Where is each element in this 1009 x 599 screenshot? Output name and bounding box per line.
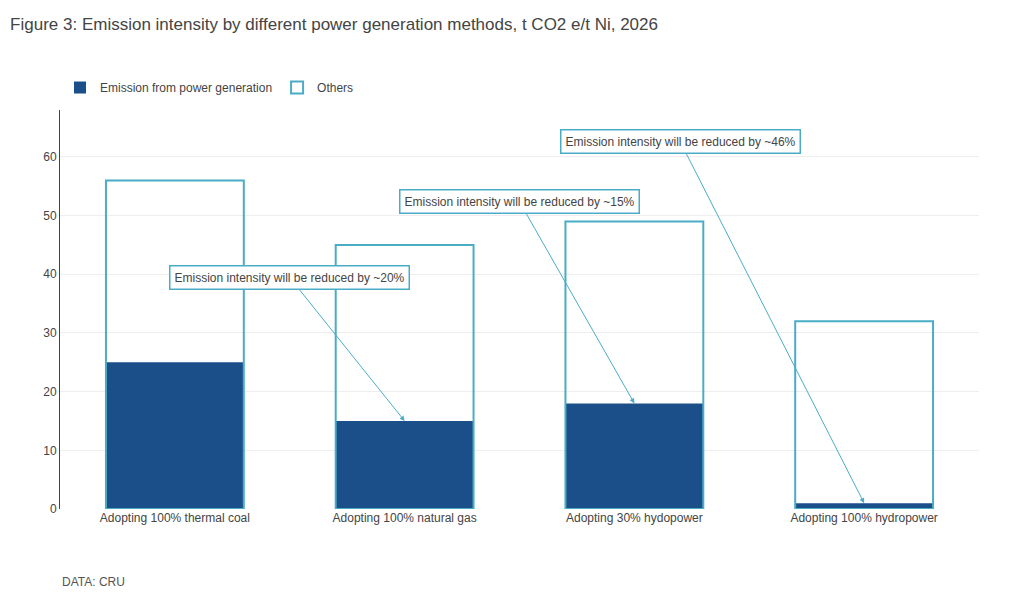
svg-text:10: 10 bbox=[43, 444, 57, 458]
svg-text:50: 50 bbox=[43, 209, 57, 223]
svg-text:Adopting 100% natural gas: Adopting 100% natural gas bbox=[333, 511, 477, 525]
svg-text:Emission intensity will be red: Emission intensity will be reduced by ~2… bbox=[175, 271, 405, 285]
svg-text:40: 40 bbox=[43, 267, 57, 281]
svg-text:Adopting 100% thermal coal: Adopting 100% thermal coal bbox=[100, 511, 250, 525]
svg-text:DATA: CRU: DATA: CRU bbox=[62, 575, 125, 589]
svg-text:Figure 3: Emission intensity b: Figure 3: Emission intensity by differen… bbox=[10, 15, 658, 34]
svg-text:Emission from power generation: Emission from power generation bbox=[100, 81, 272, 95]
svg-text:0: 0 bbox=[50, 502, 57, 516]
svg-text:30: 30 bbox=[43, 326, 57, 340]
svg-text:Emission intensity will be red: Emission intensity will be reduced by ~1… bbox=[405, 195, 635, 209]
svg-text:Adopting 30% hydopower: Adopting 30% hydopower bbox=[566, 511, 703, 525]
svg-text:20: 20 bbox=[43, 385, 57, 399]
svg-text:Adopting 100% hydropower: Adopting 100% hydropower bbox=[790, 511, 937, 525]
svg-text:60: 60 bbox=[43, 150, 57, 164]
svg-text:Emission intensity will be red: Emission intensity will be reduced by ~4… bbox=[566, 135, 796, 149]
svg-text:Others: Others bbox=[317, 81, 353, 95]
